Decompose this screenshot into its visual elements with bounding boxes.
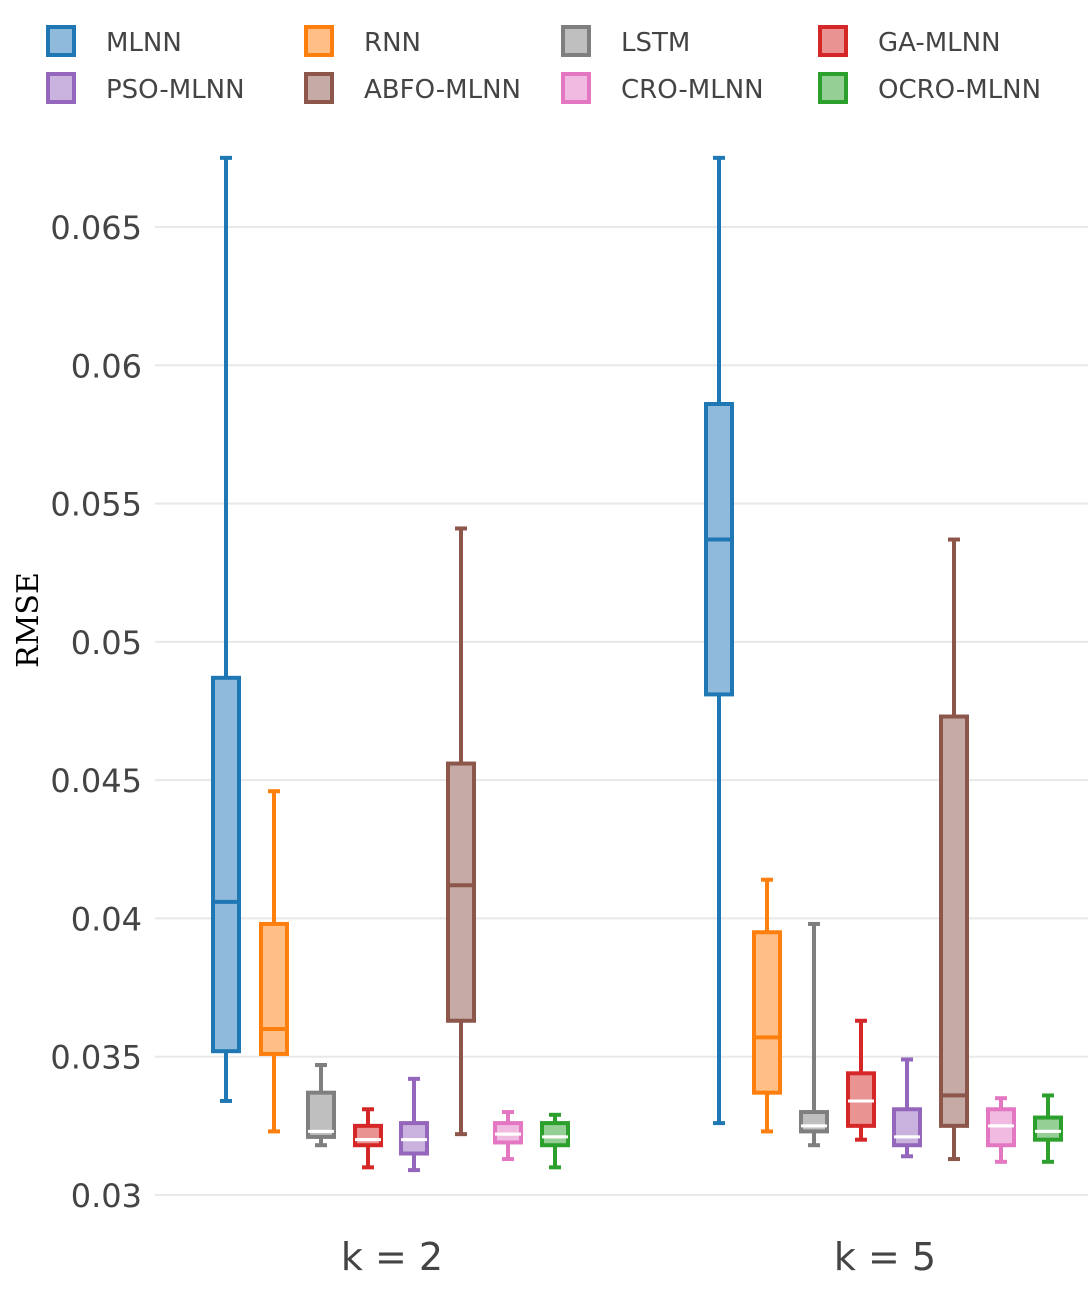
- legend-label: RNN: [364, 28, 421, 58]
- legend-label: ABFO-MLNN: [364, 75, 521, 105]
- box-abfo-mlnn-1: [446, 526, 476, 1137]
- legend-label: MLNN: [106, 28, 182, 58]
- box-mlnn-1: [211, 155, 241, 1103]
- x-axis-ticks: k = 2 k = 5: [341, 1235, 936, 1279]
- y-tick-label: 0.06: [71, 347, 142, 385]
- box-ocro-mlnn-2: [1033, 1093, 1063, 1164]
- box-ga-mlnn-2: [846, 1018, 876, 1142]
- box-pso-mlnn-2: [892, 1057, 922, 1159]
- box-iqr: [353, 1123, 383, 1148]
- legend-item-mlnn[interactable]: MLNN: [46, 25, 182, 58]
- legend-swatch: [46, 72, 76, 104]
- legend-item-ga-mlnn[interactable]: GA-MLNN: [818, 25, 1001, 58]
- legend-label: CRO-MLNN: [621, 75, 764, 105]
- legend-item-abfo-mlnn[interactable]: ABFO-MLNN: [304, 72, 521, 105]
- box-iqr: [211, 675, 241, 1054]
- x-tick-label: k = 2: [341, 1235, 443, 1279]
- box-abfo-mlnn-2: [939, 537, 969, 1162]
- legend-swatch: [818, 25, 848, 57]
- box-iqr: [939, 714, 969, 1128]
- legend-swatch: [46, 25, 76, 57]
- y-tick-label: 0.065: [50, 209, 142, 247]
- box-mlnn-2: [704, 155, 734, 1126]
- legend-item-ocro-mlnn[interactable]: OCRO-MLNN: [818, 72, 1041, 105]
- y-tick-label: 0.03: [71, 1177, 142, 1215]
- y-tick-label: 0.035: [50, 1039, 142, 1077]
- legend: MLNN RNN LSTM GA-MLNN PSO-MLNN ABFO-MLNN CRO-M…: [46, 25, 1041, 105]
- box-iqr: [540, 1121, 570, 1148]
- box-iqr: [799, 1110, 829, 1134]
- legend-swatch: [561, 25, 591, 57]
- y-tick-label: 0.045: [50, 762, 142, 800]
- gridlines: [155, 226, 1088, 1196]
- box-iqr: [306, 1090, 336, 1139]
- legend-swatch: [561, 72, 591, 104]
- legend-item-pso-mlnn[interactable]: PSO-MLNN: [46, 72, 245, 105]
- box-iqr: [892, 1107, 922, 1148]
- y-tick-label: 0.05: [71, 624, 142, 662]
- box-iqr: [446, 761, 476, 1023]
- y-tick-label: 0.04: [71, 900, 142, 938]
- x-tick-label: k = 5: [834, 1235, 936, 1279]
- box-ocro-mlnn-1: [540, 1112, 570, 1170]
- legend-swatch: [304, 72, 334, 104]
- y-axis-ticks: 0.03 0.035 0.04 0.045 0.05 0.055 0.06 0.065: [50, 209, 142, 1215]
- legend-swatch: [304, 25, 334, 57]
- box-lstm-1: [306, 1063, 336, 1148]
- y-axis-label: RMSE: [11, 572, 46, 668]
- legend-item-rnn[interactable]: RNN: [304, 25, 421, 58]
- box-iqr: [1033, 1115, 1063, 1142]
- box-cro-mlnn-2: [986, 1096, 1016, 1164]
- box-iqr: [704, 402, 734, 697]
- box-pso-mlnn-1: [399, 1076, 429, 1173]
- legend-label: GA-MLNN: [878, 28, 1001, 58]
- y-tick-label: 0.055: [50, 486, 142, 524]
- box-cro-mlnn-1: [493, 1110, 523, 1162]
- box-rnn-2: [752, 877, 782, 1134]
- legend-item-cro-mlnn[interactable]: CRO-MLNN: [561, 72, 764, 105]
- box-ga-mlnn-1: [353, 1107, 383, 1170]
- legend-item-lstm[interactable]: LSTM: [561, 25, 690, 58]
- legend-label: LSTM: [621, 28, 690, 58]
- box-iqr: [752, 930, 782, 1095]
- box-rnn-1: [259, 789, 289, 1134]
- legend-label: PSO-MLNN: [106, 75, 245, 105]
- box-lstm-2: [799, 921, 829, 1148]
- legend-swatch: [818, 72, 848, 104]
- box-iqr: [259, 921, 289, 1056]
- boxes: [211, 155, 1063, 1173]
- legend-label: OCRO-MLNN: [878, 75, 1041, 105]
